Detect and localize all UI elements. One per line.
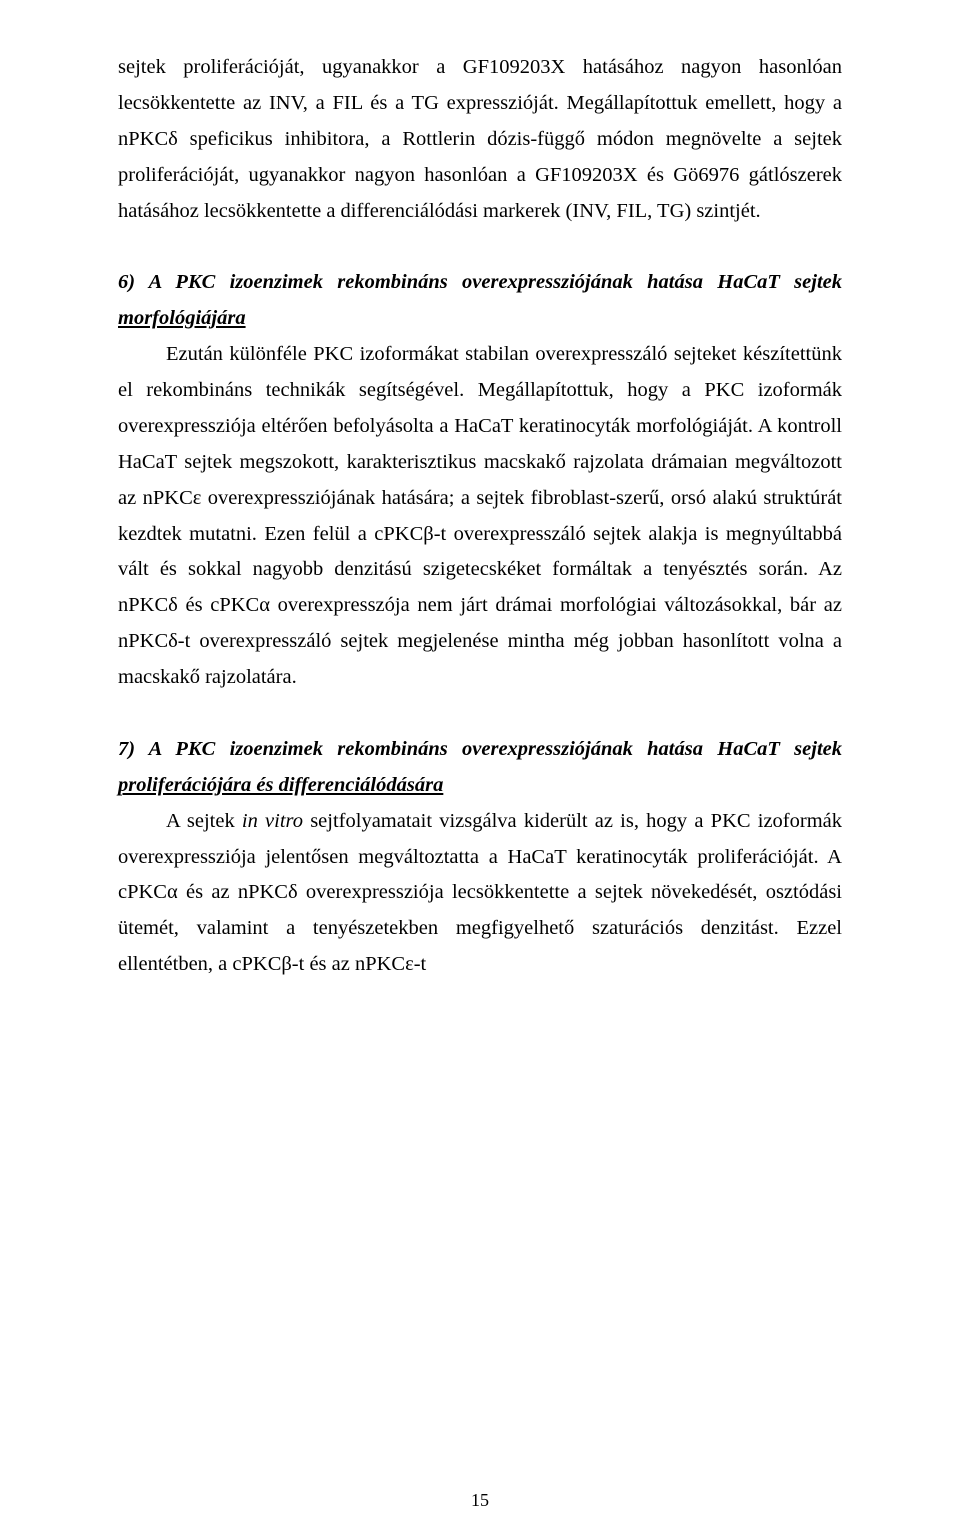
intro-paragraph: sejtek proliferációját, ugyanakkor a GF1… xyxy=(118,50,842,229)
page-container: sejtek proliferációját, ugyanakkor a GF1… xyxy=(0,0,960,1533)
page-number: 15 xyxy=(0,1490,960,1511)
section-7-body: A sejtek in vitro sejtfolyamatait vizsgá… xyxy=(118,804,842,983)
section-7-heading-underline: proliferációjára és differenciálódására xyxy=(118,774,443,796)
section-7-heading: 7) A PKC izoenzimek rekombináns overexpr… xyxy=(118,732,842,804)
section-6-body: Ezután különféle PKC izoformákat stabila… xyxy=(118,337,842,696)
section-7-heading-lead: 7) A PKC izoenzimek rekombináns overexpr… xyxy=(118,738,842,760)
section-7-body-italic: in vitro xyxy=(242,810,303,832)
section-6-heading-underline: morfológiájára xyxy=(118,307,246,329)
section-7-body-pre: A sejtek xyxy=(166,810,242,832)
section-7-body-post: sejtfolyamatait vizsgálva kiderült az is… xyxy=(118,810,842,976)
section-6-heading: 6) A PKC izoenzimek rekombináns overexpr… xyxy=(118,265,842,337)
section-6-heading-lead: 6) A PKC izoenzimek rekombináns overexpr… xyxy=(118,271,842,293)
